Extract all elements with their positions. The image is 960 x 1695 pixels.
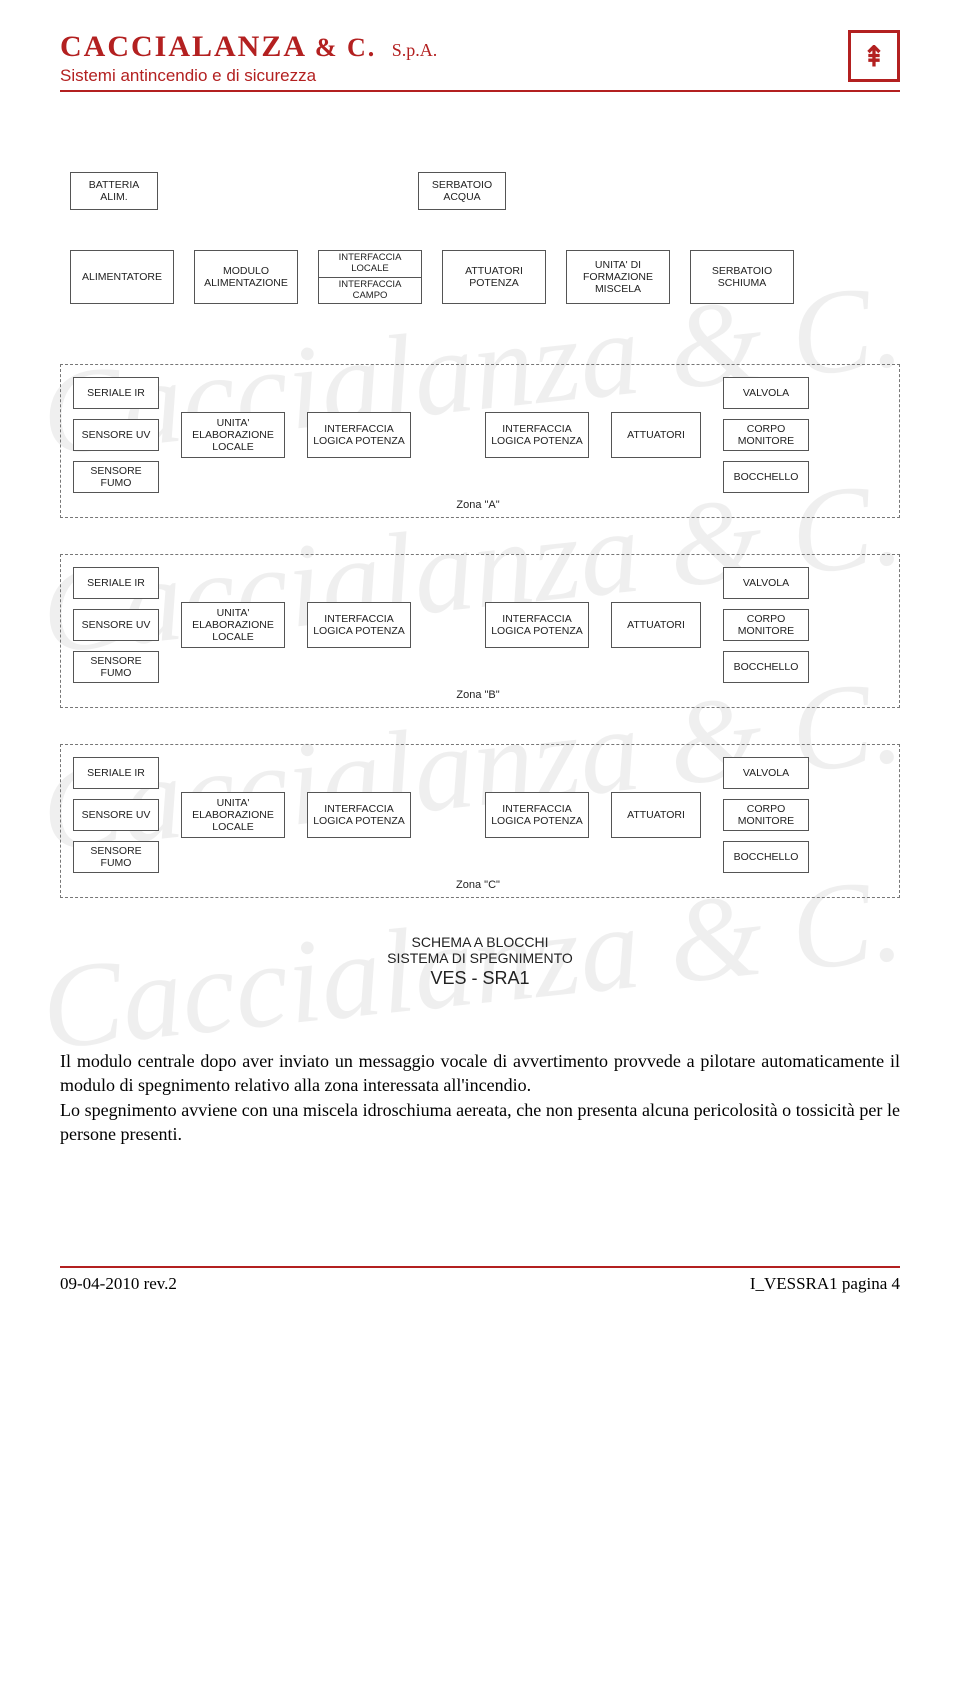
node-batteria: BATTERIA ALIM. [70, 172, 158, 210]
brand-icon: ⇞ [848, 30, 900, 82]
schema-line1: SCHEMA A BLOCCHI [60, 934, 900, 950]
schema-title: SCHEMA A BLOCCHI SISTEMA DI SPEGNIMENTO … [60, 934, 900, 989]
node-interfaccia-locale: INTERFACCIA LOCALE [319, 250, 421, 277]
brand-icon-glyph: ⇞ [862, 40, 885, 73]
zone-label: Zona "A" [73, 499, 883, 511]
node-sensore-fumo: SENSORE FUMO [73, 841, 159, 873]
node-bocchello: BOCCHELLO [723, 651, 809, 683]
node-corpo-monitore: CORPO MONITORE [723, 609, 809, 641]
page-header: CACCIALANZA & C. S.p.A. Sistemi antincen… [60, 30, 900, 92]
diagram-main-row: ALIMENTATORE MODULO ALIMENTAZIONE INTERF… [70, 250, 900, 304]
brand-amp: & C. [315, 33, 376, 62]
node-seriale-ir: SERIALE IR [73, 757, 159, 789]
node-seriale-ir: SERIALE IR [73, 377, 159, 409]
node-modulo-alim: MODULO ALIMENTAZIONE [194, 250, 298, 304]
node-attuatori-potenza: ATTUATORI POTENZA [442, 250, 546, 304]
node-seriale-ir: SERIALE IR [73, 567, 159, 599]
node-valvola: VALVOLA [723, 757, 809, 789]
node-valvola: VALVOLA [723, 567, 809, 599]
footer-left: 09-04-2010 rev.2 [60, 1274, 177, 1294]
node-unita-elab: UNITA' ELABORAZIONE LOCALE [181, 792, 285, 838]
node-interfaccia-logica-1: INTERFACCIA LOGICA POTENZA [307, 792, 411, 838]
zone-mid-col: UNITA' ELABORAZIONE LOCALE INTERFACCIA L… [181, 412, 589, 458]
node-interfaccia-logica-2: INTERFACCIA LOGICA POTENZA [485, 602, 589, 648]
node-unita-miscela: UNITA' DI FORMAZIONE MISCELA [566, 250, 670, 304]
header-rule [60, 90, 900, 92]
node-sensore-uv: SENSORE UV [73, 609, 159, 641]
schema-line3: VES - SRA1 [60, 968, 900, 989]
node-interfaccia-campo: INTERFACCIA CAMPO [319, 277, 421, 304]
node-sensore-fumo: SENSORE FUMO [73, 651, 159, 683]
node-serbatoio-schiuma: SERBATOIO SCHIUMA [690, 250, 794, 304]
node-sensore-fumo: SENSORE FUMO [73, 461, 159, 493]
footer-rule [60, 1266, 900, 1268]
node-serbatoio-acqua: SERBATOIO ACQUA [418, 172, 506, 210]
brand-name: CACCIALANZA & C. S.p.A. [60, 30, 900, 64]
page-footer: 09-04-2010 rev.2 I_VESSRA1 pagina 4 [60, 1274, 900, 1294]
node-sensore-uv: SENSORE UV [73, 799, 159, 831]
body-text: Il modulo centrale dopo aver inviato un … [60, 1049, 900, 1146]
zone-b: SERIALE IR SENSORE UV SENSORE FUMO UNITA… [60, 554, 900, 708]
zone-left-col: SERIALE IR SENSORE UV SENSORE FUMO [73, 377, 159, 493]
zone-label: Zona "C" [73, 879, 883, 891]
footer-right: I_VESSRA1 pagina 4 [750, 1274, 900, 1294]
paragraph-1: Il modulo centrale dopo aver inviato un … [60, 1049, 900, 1098]
zone-a: SERIALE IR SENSORE UV SENSORE FUMO UNITA… [60, 364, 900, 518]
node-sensore-uv: SENSORE UV [73, 419, 159, 451]
zone-right-col: VALVOLA CORPO MONITORE BOCCHELLO [723, 377, 809, 493]
paragraph-2: Lo spegnimento avviene con una miscela i… [60, 1098, 900, 1147]
node-interfaccia-logica-1: INTERFACCIA LOGICA POTENZA [307, 602, 411, 648]
node-attuatori: ATTUATORI [611, 602, 701, 648]
node-corpo-monitore: CORPO MONITORE [723, 799, 809, 831]
schema-line2: SISTEMA DI SPEGNIMENTO [60, 950, 900, 966]
diagram-top-row: BATTERIA ALIM. SERBATOIO ACQUA [70, 172, 900, 210]
node-attuatori: ATTUATORI [611, 412, 701, 458]
brand-spa: S.p.A. [392, 40, 438, 60]
node-bocchello: BOCCHELLO [723, 461, 809, 493]
node-unita-elab: UNITA' ELABORAZIONE LOCALE [181, 602, 285, 648]
node-attuatori: ATTUATORI [611, 792, 701, 838]
node-alimentatore: ALIMENTATORE [70, 250, 174, 304]
node-interfaccia-logica-2: INTERFACCIA LOGICA POTENZA [485, 412, 589, 458]
node-interfaccia-logica-1: INTERFACCIA LOGICA POTENZA [307, 412, 411, 458]
brand-main: CACCIALANZA [60, 30, 305, 63]
node-corpo-monitore: CORPO MONITORE [723, 419, 809, 451]
node-interfaccia-logica-2: INTERFACCIA LOGICA POTENZA [485, 792, 589, 838]
node-valvola: VALVOLA [723, 377, 809, 409]
node-interfaccia-split: INTERFACCIA LOCALE INTERFACCIA CAMPO [318, 250, 422, 304]
block-diagram: BATTERIA ALIM. SERBATOIO ACQUA ALIMENTAT… [60, 172, 900, 989]
zone-attuatori: ATTUATORI [611, 412, 701, 458]
node-unita-elab: UNITA' ELABORAZIONE LOCALE [181, 412, 285, 458]
node-bocchello: BOCCHELLO [723, 841, 809, 873]
page: Caccialanza & C. Caccialanza & C. Caccia… [0, 0, 960, 1695]
zone-c: SERIALE IR SENSORE UV SENSORE FUMO UNITA… [60, 744, 900, 898]
brand-tagline: Sistemi antincendio e di sicurezza [60, 66, 900, 86]
zone-label: Zona "B" [73, 689, 883, 701]
